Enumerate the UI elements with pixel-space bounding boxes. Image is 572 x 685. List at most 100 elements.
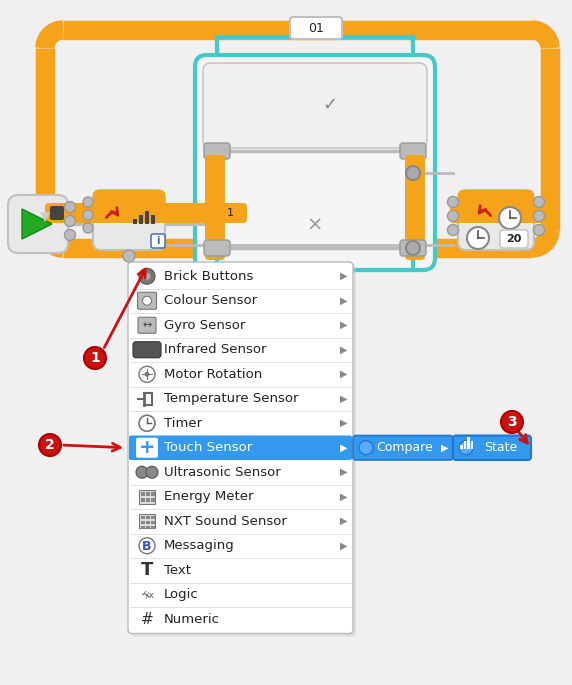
Text: ▶: ▶	[340, 443, 347, 453]
Text: T: T	[141, 561, 153, 580]
Bar	[145, 211, 149, 224]
Bar	[146, 492, 150, 496]
Bar	[151, 215, 155, 224]
Circle shape	[123, 250, 135, 262]
Circle shape	[447, 210, 459, 221]
Circle shape	[65, 216, 76, 227]
Bar	[151, 492, 155, 496]
FancyBboxPatch shape	[8, 195, 68, 253]
Circle shape	[406, 166, 420, 180]
Text: ▶: ▶	[340, 369, 347, 379]
Text: 3: 3	[507, 415, 517, 429]
Circle shape	[145, 372, 149, 377]
Circle shape	[139, 366, 155, 382]
Text: ▶: ▶	[340, 394, 347, 403]
FancyBboxPatch shape	[453, 436, 531, 460]
FancyBboxPatch shape	[450, 203, 550, 223]
FancyBboxPatch shape	[138, 317, 156, 333]
Text: Motor Rotation: Motor Rotation	[164, 368, 262, 381]
FancyBboxPatch shape	[353, 436, 453, 460]
FancyBboxPatch shape	[137, 292, 157, 309]
Bar	[141, 526, 145, 530]
Text: Text: Text	[164, 564, 191, 577]
Circle shape	[83, 210, 93, 220]
Circle shape	[499, 207, 521, 229]
FancyBboxPatch shape	[458, 190, 534, 250]
FancyBboxPatch shape	[203, 63, 427, 148]
Text: Compare: Compare	[376, 441, 434, 454]
Text: B: B	[142, 540, 152, 553]
Text: ↔: ↔	[142, 321, 152, 330]
Text: ▶: ▶	[340, 345, 347, 355]
Text: ▶: ▶	[340, 419, 347, 428]
Text: Energy Meter: Energy Meter	[164, 490, 253, 503]
FancyBboxPatch shape	[45, 203, 247, 223]
Circle shape	[447, 197, 459, 208]
FancyBboxPatch shape	[139, 514, 155, 528]
Text: i: i	[156, 236, 160, 246]
FancyBboxPatch shape	[205, 155, 225, 260]
FancyBboxPatch shape	[93, 190, 165, 206]
FancyBboxPatch shape	[400, 240, 426, 256]
FancyBboxPatch shape	[50, 206, 64, 220]
Circle shape	[534, 197, 545, 208]
Circle shape	[534, 225, 545, 236]
FancyBboxPatch shape	[204, 240, 230, 256]
Bar	[146, 498, 150, 501]
Text: 1: 1	[227, 208, 233, 218]
Text: ✓: ✓	[141, 589, 148, 598]
Bar	[460, 445, 463, 449]
Circle shape	[447, 225, 459, 236]
Text: State: State	[484, 441, 518, 454]
Circle shape	[65, 201, 76, 212]
Circle shape	[146, 466, 158, 478]
Text: Ultrasonic Sensor: Ultrasonic Sensor	[164, 466, 281, 479]
FancyBboxPatch shape	[129, 436, 352, 460]
Text: 20: 20	[506, 234, 522, 244]
Text: Messaging: Messaging	[164, 539, 235, 552]
FancyBboxPatch shape	[290, 17, 342, 39]
FancyBboxPatch shape	[195, 55, 435, 270]
Circle shape	[136, 466, 148, 478]
Text: ×: ×	[307, 216, 323, 234]
Text: NXT Sound Sensor: NXT Sound Sensor	[164, 514, 287, 527]
Text: #: #	[141, 612, 153, 627]
Text: 1: 1	[90, 351, 100, 365]
Circle shape	[83, 197, 93, 207]
Bar	[141, 521, 145, 524]
Bar	[141, 492, 145, 496]
Text: Gyro Sensor: Gyro Sensor	[164, 319, 245, 332]
Circle shape	[139, 415, 155, 432]
FancyBboxPatch shape	[136, 438, 158, 458]
FancyBboxPatch shape	[131, 265, 356, 636]
Circle shape	[139, 269, 155, 284]
Polygon shape	[22, 209, 52, 239]
Bar	[146, 516, 150, 519]
FancyBboxPatch shape	[139, 490, 155, 503]
Circle shape	[467, 227, 489, 249]
Bar	[133, 219, 137, 224]
FancyBboxPatch shape	[93, 190, 165, 250]
Bar	[151, 526, 155, 530]
Text: ▶: ▶	[340, 467, 347, 477]
Circle shape	[406, 241, 420, 255]
Circle shape	[359, 440, 373, 455]
Text: ▶: ▶	[340, 321, 347, 330]
Text: 01: 01	[308, 21, 324, 34]
FancyBboxPatch shape	[458, 190, 534, 206]
FancyBboxPatch shape	[500, 230, 528, 248]
Bar	[471, 440, 473, 449]
FancyBboxPatch shape	[128, 262, 353, 634]
Bar	[467, 437, 470, 449]
Circle shape	[139, 538, 155, 553]
Text: ▶: ▶	[340, 516, 347, 526]
Bar	[146, 521, 150, 524]
Text: ∕x: ∕x	[146, 591, 154, 600]
Text: ▶: ▶	[340, 492, 347, 501]
Circle shape	[534, 210, 545, 221]
FancyBboxPatch shape	[405, 155, 425, 260]
Circle shape	[459, 440, 473, 455]
Text: +: +	[139, 438, 155, 458]
Bar	[146, 526, 150, 530]
FancyBboxPatch shape	[400, 143, 426, 159]
